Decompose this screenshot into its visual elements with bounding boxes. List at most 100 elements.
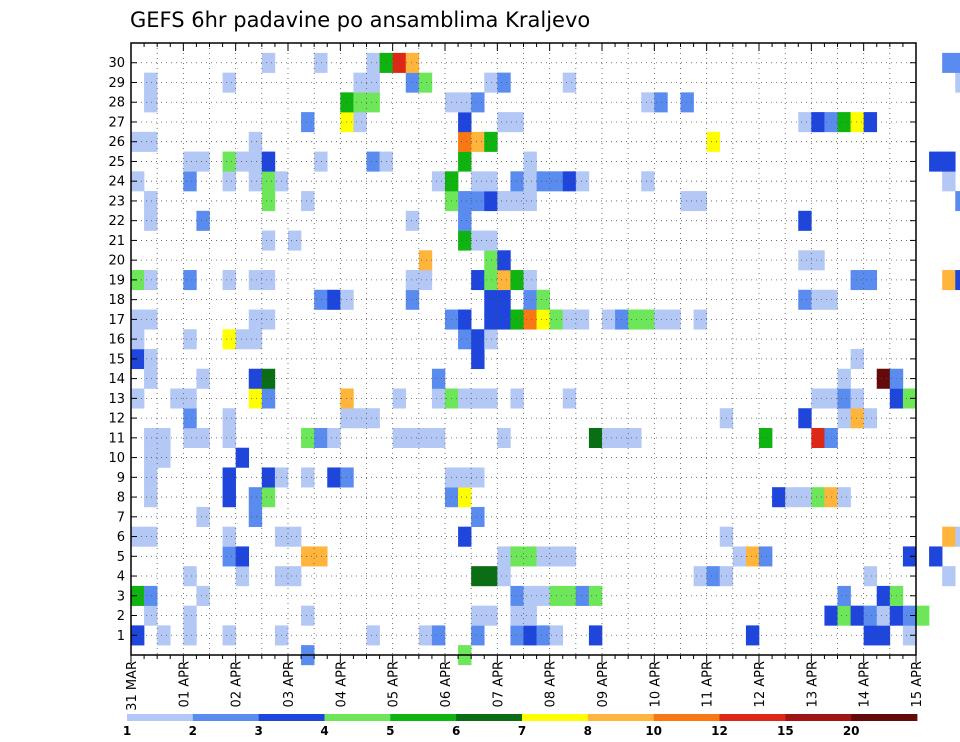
heatmap-cell — [523, 270, 537, 291]
heatmap-cell — [340, 112, 354, 133]
heatmap-cell — [458, 329, 472, 350]
heatmap-cell — [261, 309, 276, 330]
heatmap-cell — [876, 605, 891, 626]
heatmap-cell — [850, 270, 864, 291]
heatmap-cell — [431, 388, 446, 409]
y-tick-label: 14 — [108, 372, 125, 387]
heatmap-cell — [497, 270, 511, 291]
heatmap-cell — [471, 349, 485, 370]
heatmap-cell — [837, 388, 851, 409]
heatmap-cell — [144, 487, 158, 508]
heatmap-cell — [183, 171, 197, 192]
heatmap-cell — [222, 151, 236, 172]
heatmap-cell — [693, 191, 707, 212]
heatmap-cell — [458, 112, 472, 133]
x-tick-label: 03 APR — [282, 661, 297, 707]
heatmap-cell — [222, 546, 236, 567]
heatmap-cell — [706, 131, 721, 152]
heatmap-cell — [575, 171, 590, 192]
heatmap-cell — [510, 270, 524, 291]
heatmap-cell — [484, 171, 498, 192]
x-tick-label: 07 APR — [491, 661, 506, 707]
heatmap-cell — [484, 270, 498, 291]
heatmap-cell — [942, 566, 956, 587]
heatmap-cell — [484, 309, 498, 330]
heatmap-cell — [144, 349, 158, 370]
heatmap-cell — [144, 447, 158, 468]
heatmap-cell — [471, 92, 485, 113]
y-tick-label: 26 — [108, 135, 125, 150]
heatmap-cell — [144, 131, 158, 152]
heatmap-cell — [916, 605, 930, 626]
y-tick-label: 4 — [117, 570, 125, 585]
heatmap-cell — [471, 388, 485, 409]
heatmap-cell — [235, 329, 250, 350]
heatmap-cell — [235, 447, 250, 468]
heatmap-cell — [536, 289, 550, 310]
y-tick-label: 21 — [108, 234, 125, 249]
heatmap-cell — [562, 585, 577, 606]
heatmap-cell — [458, 526, 472, 547]
heatmap-cell — [183, 151, 197, 172]
heatmap-cell — [863, 112, 878, 133]
heatmap-cell — [497, 289, 511, 310]
heatmap-cell — [471, 270, 485, 291]
heatmap-cell — [798, 487, 812, 508]
heatmap-cell — [484, 191, 498, 212]
heatmap-cell — [183, 566, 197, 587]
heatmap-cell — [863, 270, 878, 291]
y-tick-label: 7 — [117, 510, 125, 525]
heatmap-cell — [235, 151, 250, 172]
heatmap-cell — [366, 92, 380, 113]
heatmap-cell — [144, 191, 158, 212]
heatmap-cell — [837, 605, 851, 626]
heatmap-cell — [144, 270, 158, 291]
heatmap-cell — [301, 191, 315, 212]
legend-label: 6 — [452, 724, 460, 738]
heatmap-cell — [392, 388, 407, 409]
heatmap-cell — [458, 309, 472, 330]
heatmap-cell — [301, 467, 315, 488]
heatmap-cell — [183, 329, 197, 350]
heatmap-cell — [144, 467, 158, 488]
heatmap-cell — [458, 92, 472, 113]
heatmap-cell — [405, 289, 420, 310]
legend-swatch — [258, 714, 325, 721]
heatmap-cell — [850, 349, 864, 370]
heatmap-cell — [340, 408, 354, 429]
heatmap-cell — [588, 585, 603, 606]
heatmap-cell — [497, 250, 511, 271]
heatmap-cell — [863, 605, 878, 626]
heatmap-cell — [222, 487, 236, 508]
heatmap-cell — [955, 270, 960, 291]
y-tick-label: 22 — [108, 214, 125, 229]
heatmap-cell — [523, 151, 537, 172]
x-tick-label: 13 APR — [805, 661, 820, 707]
heatmap-cell — [327, 427, 341, 449]
heatmap-cell — [248, 151, 263, 172]
heatmap-cell — [431, 427, 446, 449]
heatmap-cell — [431, 368, 446, 389]
heatmap-cell — [183, 408, 197, 429]
heatmap-cell — [536, 171, 550, 192]
heatmap-cell — [418, 250, 433, 271]
heatmap-cell — [876, 368, 891, 389]
legend-label: 2 — [189, 724, 197, 738]
heatmap-cell — [392, 52, 407, 73]
heatmap-cell — [680, 191, 694, 212]
heatmap-cell — [667, 309, 681, 330]
heatmap-cell — [458, 210, 472, 231]
heatmap-cell — [497, 566, 511, 587]
heatmap-cell — [484, 329, 498, 350]
legend-swatch — [390, 714, 457, 721]
heatmap-cell — [222, 329, 236, 350]
heatmap-cell — [680, 92, 694, 113]
heatmap-cell — [340, 388, 354, 409]
heatmap-cell — [641, 92, 655, 113]
heatmap-cell — [588, 427, 603, 449]
heatmap-cell — [392, 427, 407, 449]
heatmap-cell — [811, 487, 825, 508]
heatmap-cell — [693, 309, 707, 330]
heatmap-cell — [131, 349, 145, 370]
heatmap-cell — [798, 250, 812, 271]
